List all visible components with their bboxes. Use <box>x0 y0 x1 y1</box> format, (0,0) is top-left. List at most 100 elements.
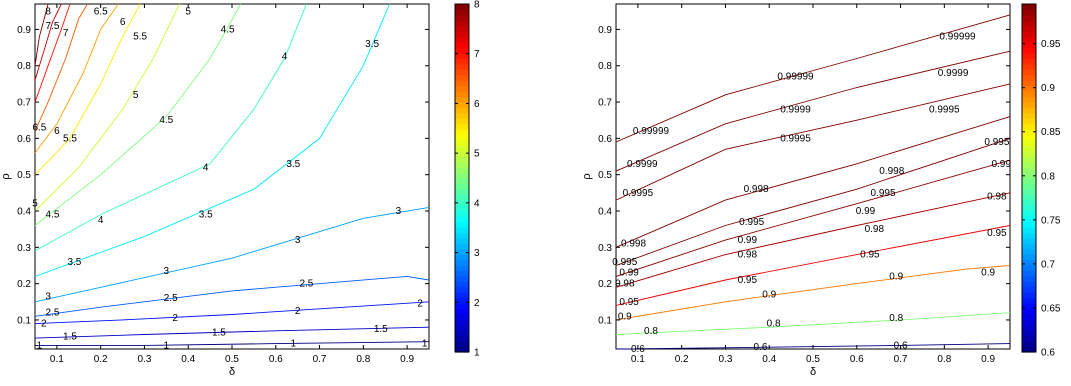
colorbar-segment <box>455 47 469 54</box>
colorbar-segment <box>455 199 469 206</box>
contour-plot-right: 0.6 0.6 0.6 0.8 0.8 0.8 0.9 0.9 0.9 0.9 0.95 0.95 0.… <box>581 3 1011 378</box>
contour-line-right-0.95 <box>615 225 1011 306</box>
colorbar-segment <box>455 172 469 179</box>
colorbar-segment <box>455 123 469 130</box>
contour-line-left-6 <box>34 3 119 154</box>
contour-line-right-0.6 <box>615 343 1011 350</box>
colorbar-segment <box>1022 248 1036 255</box>
colorbar-segment <box>455 9 469 16</box>
colorbar-segment <box>1022 123 1036 130</box>
contour-label: 3 <box>164 266 170 277</box>
colorbar-segment <box>455 36 469 43</box>
x-tick-label: 0.1 <box>50 354 64 365</box>
y-tick-label: 0.1 <box>17 315 31 326</box>
y-tick-label: 0.6 <box>598 134 612 145</box>
colorbar-segment <box>1022 199 1036 206</box>
colorbar-segment <box>1022 4 1036 11</box>
contour-label: 0.995 <box>739 217 764 228</box>
colorbar-segment <box>455 297 469 304</box>
colorbar-segment <box>1022 297 1036 304</box>
y-tick-label: 0.9 <box>598 25 612 36</box>
contour-label: 3.5 <box>286 159 300 170</box>
contour-label: 2.5 <box>164 293 178 304</box>
contour-label: 7 <box>63 28 69 39</box>
colorbar-segment <box>455 4 469 11</box>
contour-line-right-0.998 <box>615 116 1011 248</box>
colorbar-segment <box>1022 335 1036 342</box>
contour-label: 2.5 <box>46 308 60 319</box>
colorbar-segment <box>455 259 469 266</box>
x-tick-label: 0.7 <box>894 354 908 365</box>
colorbar-segment <box>455 270 469 277</box>
x-axis-label: δ <box>810 366 816 378</box>
colorbar-segment <box>1022 216 1036 223</box>
contour-line-left-2.5 <box>34 275 430 317</box>
colorbar-segment <box>455 265 469 272</box>
colorbar-segment <box>1022 31 1036 38</box>
colorbar-segment <box>455 58 469 65</box>
colorbar-segment <box>1022 243 1036 250</box>
colorbar-segment <box>1022 129 1036 136</box>
contour-label: 0.99999 <box>633 126 670 137</box>
colorbar-segment <box>1022 161 1036 168</box>
contour-line-left-7.5 <box>34 3 62 81</box>
colorbar-segment <box>455 74 469 81</box>
colorbar-segment <box>455 42 469 49</box>
contour-label: 1 <box>422 339 428 350</box>
colorbar-segment <box>455 31 469 38</box>
x-tick-label: 0.5 <box>225 354 239 365</box>
colorbar-tick-label: 0.6 <box>1041 348 1055 359</box>
contour-label: 0.9 <box>981 268 995 279</box>
colorbar-segment <box>1022 145 1036 152</box>
colorbar-segment <box>1022 270 1036 277</box>
contour-label: 0.998 <box>621 239 646 250</box>
colorbar-segment <box>455 118 469 125</box>
colorbar-tick-label: 8 <box>474 0 480 11</box>
colorbar-tick-label: 0.75 <box>1041 215 1061 226</box>
colorbar-segment <box>1022 20 1036 27</box>
colorbar-segment <box>455 161 469 168</box>
contour-label: 0.998 <box>879 166 904 177</box>
colorbar-segment <box>1022 303 1036 310</box>
contour-label: 1 <box>291 339 297 350</box>
contour-label: 0.95 <box>619 297 639 308</box>
colorbar-segment <box>455 281 469 288</box>
x-tick-label: 0.4 <box>181 354 195 365</box>
colorbar-segment <box>455 85 469 92</box>
contour-label: 0.9999 <box>938 68 969 79</box>
colorbar-segment <box>1022 183 1036 190</box>
contour-line-left-8 <box>34 3 49 66</box>
colorbar-segment <box>455 145 469 152</box>
y-axis-label: ρ <box>0 173 12 179</box>
colorbar-segment <box>455 232 469 239</box>
y-tick-label: 0.4 <box>598 207 612 218</box>
colorbar-segment <box>1022 188 1036 195</box>
contour-label: 0.98 <box>738 250 758 261</box>
x-tick-label: 0.2 <box>675 354 689 365</box>
y-tick-label: 0.5 <box>17 170 31 181</box>
y-tick-label: 0.8 <box>17 61 31 72</box>
contour-plot-left: 1 1 1 11.5 1.5 1.52 2222.52.52.533333.53.53.53… <box>0 3 430 378</box>
contour-line-left-6.5 <box>34 3 88 132</box>
colorbar-segment <box>1022 275 1036 282</box>
x-tick-label: 0.5 <box>806 354 820 365</box>
colorbar-segment <box>455 286 469 293</box>
x-axis-label: δ <box>229 366 235 378</box>
contour-label: 1.5 <box>63 331 77 342</box>
colorbar-tick-label: 0.9 <box>1041 83 1055 94</box>
colorbar-tick-label: 3 <box>474 248 480 259</box>
contour-label: 0.99 <box>738 235 758 246</box>
x-tick-label: 0.4 <box>762 354 776 365</box>
colorbar-frame <box>1021 3 1037 353</box>
colorbar-segment <box>1022 232 1036 239</box>
colorbar-segment <box>1022 91 1036 98</box>
colorbar-segment <box>1022 47 1036 54</box>
colorbar-tick-label: 2 <box>474 298 480 309</box>
colorbar-segment <box>455 308 469 315</box>
colorbar-segment <box>455 324 469 331</box>
colorbar-segment <box>455 194 469 201</box>
colorbar-segment <box>455 91 469 98</box>
colorbar-tick-label: 0.8 <box>1041 171 1055 182</box>
colorbar-segment <box>455 139 469 146</box>
